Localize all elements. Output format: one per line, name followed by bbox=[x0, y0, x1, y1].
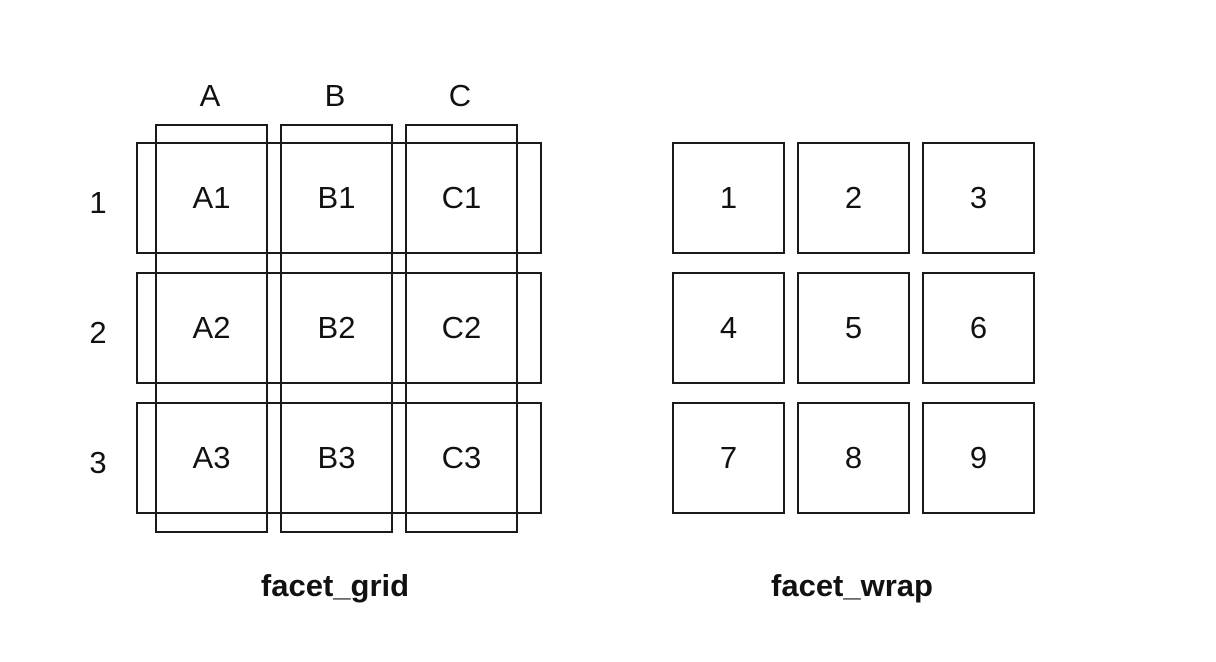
wrap-cell-1: 1 bbox=[672, 142, 785, 254]
wrap-cell-2: 2 bbox=[797, 142, 910, 254]
grid-column-label-b: B bbox=[324, 78, 346, 113]
wrap-cell-6: 6 bbox=[922, 272, 1035, 384]
wrap-cell-3: 3 bbox=[922, 142, 1035, 254]
grid-cell-c1: C1 bbox=[441, 180, 482, 215]
grid-cell-a1: A1 bbox=[192, 180, 231, 215]
grid-cell-c3: C3 bbox=[441, 440, 482, 475]
grid-row-band-1 bbox=[136, 142, 542, 254]
grid-row-band-3 bbox=[136, 402, 542, 514]
grid-column-label-c: C bbox=[448, 78, 472, 113]
grid-row-label-2: 2 bbox=[89, 315, 107, 350]
grid-cell-b3: B3 bbox=[317, 440, 356, 475]
wrap-cell-5: 5 bbox=[797, 272, 910, 384]
grid-cell-b2: B2 bbox=[317, 310, 356, 345]
grid-column-band-a bbox=[155, 124, 268, 533]
wrap-cell-9: 9 bbox=[922, 402, 1035, 514]
grid-row-label-3: 3 bbox=[89, 445, 107, 480]
grid-row-label-1: 1 bbox=[89, 185, 107, 220]
grid-cell-c2: C2 bbox=[441, 310, 482, 345]
grid-cell-a3: A3 bbox=[192, 440, 231, 475]
wrap-cell-4: 4 bbox=[672, 272, 785, 384]
grid-column-band-b bbox=[280, 124, 393, 533]
grid-column-band-c bbox=[405, 124, 518, 533]
grid-cell-a2: A2 bbox=[192, 310, 231, 345]
facet-wrap-title: facet_wrap bbox=[771, 568, 933, 603]
grid-column-label-a: A bbox=[199, 78, 221, 113]
grid-row-band-2 bbox=[136, 272, 542, 384]
facet-grid-title: facet_grid bbox=[260, 568, 410, 603]
grid-cell-b1: B1 bbox=[317, 180, 356, 215]
wrap-cell-7: 7 bbox=[672, 402, 785, 514]
wrap-cell-8: 8 bbox=[797, 402, 910, 514]
